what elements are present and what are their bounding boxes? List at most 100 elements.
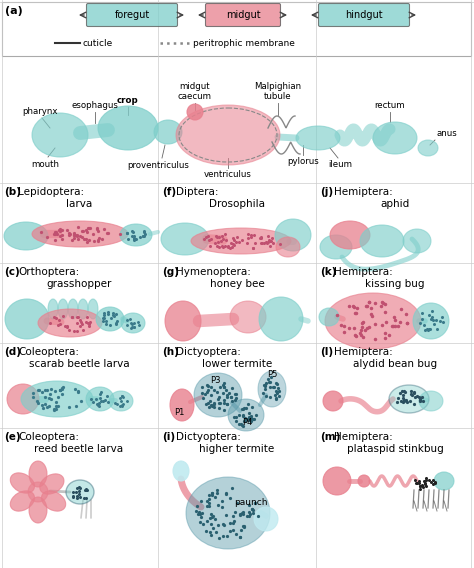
- Ellipse shape: [68, 299, 78, 319]
- Ellipse shape: [325, 293, 421, 349]
- Text: aphid: aphid: [380, 199, 410, 209]
- Text: (c): (c): [4, 267, 20, 277]
- Ellipse shape: [120, 224, 152, 246]
- Ellipse shape: [230, 301, 266, 333]
- Ellipse shape: [319, 308, 339, 326]
- Ellipse shape: [86, 387, 114, 411]
- Ellipse shape: [323, 391, 343, 411]
- Ellipse shape: [78, 299, 88, 319]
- Ellipse shape: [228, 399, 264, 431]
- Text: Diptera:: Diptera:: [176, 187, 219, 197]
- Text: (j): (j): [320, 187, 333, 197]
- Ellipse shape: [259, 297, 303, 341]
- Text: reed beetle larva: reed beetle larva: [35, 444, 124, 454]
- FancyBboxPatch shape: [2, 2, 471, 56]
- Ellipse shape: [358, 475, 370, 487]
- Ellipse shape: [323, 467, 351, 495]
- Text: (d): (d): [4, 347, 21, 357]
- Ellipse shape: [187, 104, 203, 120]
- Ellipse shape: [38, 309, 102, 337]
- Text: midgut: midgut: [226, 10, 260, 20]
- Ellipse shape: [10, 491, 35, 511]
- Text: plataspid stinkbug: plataspid stinkbug: [346, 444, 443, 454]
- FancyBboxPatch shape: [206, 3, 281, 27]
- Text: honey bee: honey bee: [210, 279, 264, 289]
- Ellipse shape: [98, 106, 158, 150]
- Text: Hemiptera:: Hemiptera:: [334, 347, 393, 357]
- Text: anus: anus: [437, 129, 458, 138]
- Text: P5: P5: [267, 370, 277, 379]
- Text: Coleoptera:: Coleoptera:: [18, 432, 79, 442]
- Text: Malpighian
tubule: Malpighian tubule: [255, 82, 301, 101]
- Ellipse shape: [419, 391, 443, 411]
- Text: larva: larva: [66, 199, 92, 209]
- Text: foregut: foregut: [114, 10, 150, 20]
- Text: (e): (e): [4, 432, 21, 442]
- Ellipse shape: [389, 385, 429, 413]
- Ellipse shape: [165, 301, 201, 341]
- Ellipse shape: [32, 113, 88, 157]
- Text: P4: P4: [242, 418, 252, 427]
- Ellipse shape: [29, 497, 47, 523]
- Ellipse shape: [109, 391, 133, 411]
- Text: (g): (g): [162, 267, 179, 277]
- FancyBboxPatch shape: [86, 3, 177, 27]
- Text: (b): (b): [4, 187, 21, 197]
- Ellipse shape: [373, 122, 417, 154]
- Text: Dictyoptera:: Dictyoptera:: [176, 432, 241, 442]
- Text: pylorus: pylorus: [287, 157, 319, 166]
- Text: pharynx: pharynx: [22, 107, 58, 116]
- Text: P3: P3: [210, 376, 220, 385]
- Text: (i): (i): [162, 432, 175, 442]
- Text: ileum: ileum: [328, 160, 352, 169]
- Ellipse shape: [7, 384, 39, 414]
- Ellipse shape: [360, 225, 404, 257]
- Ellipse shape: [29, 461, 47, 487]
- Ellipse shape: [276, 237, 300, 257]
- Ellipse shape: [194, 373, 242, 417]
- Ellipse shape: [66, 480, 94, 504]
- Text: (l): (l): [320, 347, 333, 357]
- Ellipse shape: [4, 222, 48, 250]
- Text: Dictyoptera:: Dictyoptera:: [176, 347, 241, 357]
- Text: cuticle: cuticle: [83, 39, 113, 48]
- Text: ventriculus: ventriculus: [204, 170, 252, 179]
- Text: proventriculus: proventriculus: [127, 161, 189, 170]
- Text: scarab beetle larva: scarab beetle larva: [29, 359, 129, 369]
- Ellipse shape: [258, 371, 286, 407]
- Ellipse shape: [173, 461, 189, 481]
- FancyBboxPatch shape: [319, 3, 410, 27]
- Ellipse shape: [5, 299, 49, 339]
- Ellipse shape: [176, 105, 280, 165]
- Text: Hemiptera:: Hemiptera:: [334, 432, 393, 442]
- Text: paunch: paunch: [234, 498, 267, 507]
- Ellipse shape: [48, 299, 58, 319]
- Ellipse shape: [170, 389, 194, 421]
- Ellipse shape: [330, 221, 370, 249]
- Ellipse shape: [28, 482, 48, 502]
- Ellipse shape: [413, 303, 449, 339]
- Ellipse shape: [96, 307, 124, 331]
- Ellipse shape: [418, 140, 438, 156]
- Text: rectum: rectum: [374, 101, 405, 110]
- Text: crop: crop: [117, 96, 139, 105]
- Text: (a): (a): [5, 6, 23, 16]
- Ellipse shape: [434, 472, 454, 490]
- Ellipse shape: [58, 299, 68, 319]
- Ellipse shape: [10, 473, 35, 493]
- Text: Hymenoptera:: Hymenoptera:: [176, 267, 251, 277]
- Text: mouth: mouth: [31, 160, 59, 169]
- Ellipse shape: [41, 491, 66, 511]
- Text: hindgut: hindgut: [345, 10, 383, 20]
- Ellipse shape: [191, 228, 291, 254]
- Text: alydid bean bug: alydid bean bug: [353, 359, 437, 369]
- Text: kissing bug: kissing bug: [365, 279, 425, 289]
- Ellipse shape: [154, 120, 182, 144]
- Text: Coleoptera:: Coleoptera:: [18, 347, 79, 357]
- Text: Drosophila: Drosophila: [209, 199, 265, 209]
- Ellipse shape: [121, 313, 145, 333]
- Text: lower termite: lower termite: [202, 359, 272, 369]
- Text: (m): (m): [320, 432, 340, 442]
- Text: Orthoptera:: Orthoptera:: [18, 267, 79, 277]
- Ellipse shape: [275, 219, 311, 251]
